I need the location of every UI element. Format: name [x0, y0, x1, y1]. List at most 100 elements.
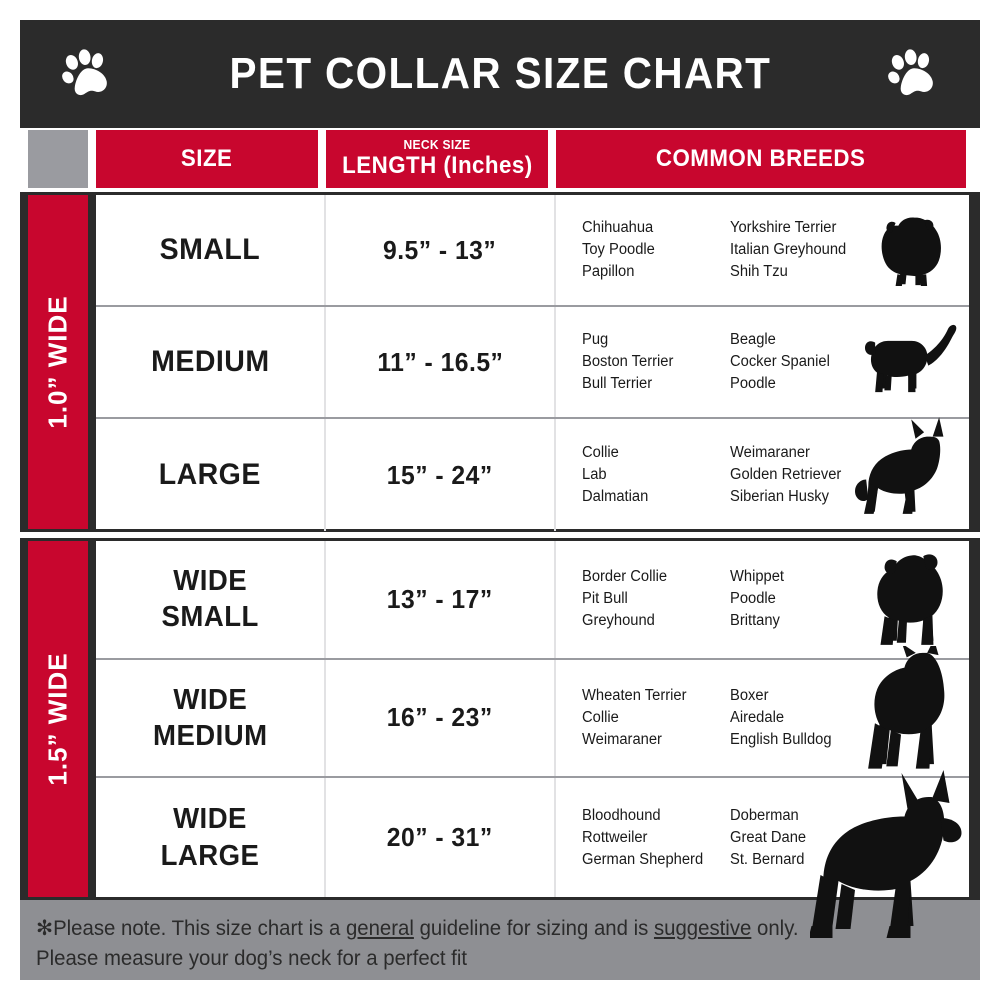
breed-item: Siberian Husky [730, 488, 830, 505]
breed-item: Collie [582, 444, 619, 461]
cell-size: SMALL [96, 195, 326, 305]
breed-item: Great Dane [730, 828, 807, 846]
cell-length: 11” - 16.5” [326, 307, 556, 417]
breed-item: Airedale [730, 708, 785, 726]
breed-item: Shih Tzu [730, 263, 788, 280]
breed-item: Border Collie [582, 568, 668, 586]
footer-underlined-general: general [345, 917, 414, 940]
breeds-column-1: Bloodhound Rottweiler German Shepherd [582, 805, 723, 871]
breed-item: Weimaraner [730, 444, 810, 461]
table-row[interactable]: WIDE MEDIUM 16” - 23” Wheaten Terrier Co… [96, 645, 969, 779]
cell-length: 20” - 31” [326, 778, 556, 897]
pomeranian-silhouette-icon [881, 217, 941, 286]
footer-text-b: guideline for sizing and is [413, 917, 654, 940]
breed-item: Golden Retriever [730, 466, 842, 483]
cell-breeds: Border Collie Pit Bull Greyhound Whippet… [556, 541, 969, 658]
breed-item: Collie [582, 708, 619, 726]
breeds-column-2: Whippet Poodle Brittany [730, 566, 873, 632]
breeds-column-1: Chihuahua Toy Poodle Papillon [582, 217, 723, 283]
size-label: WIDE MEDIUM [152, 683, 268, 752]
breed-item: Chihuahua [582, 219, 654, 236]
breed-item: Rottweiler [582, 828, 648, 846]
breed-item: Greyhound [582, 612, 655, 630]
length-value: 15” - 24” [387, 459, 493, 490]
table-row[interactable]: MEDIUM 11” - 16.5” Pug Boston Terrier Bu… [96, 307, 969, 419]
breed-item: Boston Terrier [582, 353, 674, 370]
breed-item: Beagle [730, 331, 776, 348]
breed-item: Cocker Spaniel [730, 353, 830, 370]
breed-item: German Shepherd [582, 850, 704, 868]
breed-item: Wheaten Terrier [582, 686, 687, 704]
length-value: 16” - 23” [387, 702, 493, 733]
breed-item: Poodle [730, 590, 776, 608]
section-label-1-0-wide: 1.0” WIDE [28, 195, 88, 529]
breed-item: Weimaraner [582, 730, 662, 748]
table-row[interactable]: WIDE LARGE 20” - 31” Bloodhound Rottweil… [96, 778, 969, 897]
section-label-text: 1.0” WIDE [42, 295, 73, 429]
breed-item: Yorkshire Terrier [730, 219, 837, 236]
breed-item: Pug [582, 331, 609, 348]
footer-text-c: only. [751, 917, 799, 940]
cell-breeds: Bloodhound Rottweiler German Shepherd Do… [556, 778, 969, 897]
size-label: MEDIUM [150, 345, 270, 379]
chart-title-bar: PET COLLAR SIZE CHART [20, 20, 980, 128]
table-header-row: SIZE NECK SIZE LENGTH (Inches) COMMON BR… [20, 128, 980, 190]
cell-size: MEDIUM [96, 307, 326, 417]
size-label: SMALL [159, 233, 261, 267]
footer-line-1: ✻Please note. This size chart is a gener… [36, 914, 934, 944]
header-corner-cell [28, 130, 88, 188]
table-row[interactable]: SMALL 9.5” - 13” Chihuahua Toy Poodle Pa… [96, 195, 969, 307]
breed-item: Boxer [730, 686, 769, 704]
section-1-0-wide: 1.0” WIDE SMALL 9.5” - 13” Chihuahua Toy… [20, 192, 980, 532]
cell-length: 16” - 23” [326, 659, 556, 777]
breed-item: English Bulldog [730, 730, 832, 748]
cell-breeds: Collie Lab Dalmatian Weimaraner Golden R… [556, 417, 969, 531]
length-value: 20” - 31” [387, 822, 493, 853]
footer-underlined-suggestive: suggestive [653, 917, 752, 940]
breeds-column-2: Weimaraner Golden Retriever Siberian Hus… [730, 442, 873, 508]
length-value: 11” - 16.5” [376, 346, 504, 377]
breeds-column-2: Beagle Cocker Spaniel Poodle [730, 329, 873, 395]
breed-item: Italian Greyhound [730, 241, 847, 258]
cell-length: 15” - 24” [326, 419, 556, 531]
page-title: PET COLLAR SIZE CHART [229, 49, 771, 98]
breed-item: Lab [582, 466, 607, 483]
table-row[interactable]: LARGE 15” - 24” Collie Lab Dalmatian Wei… [96, 417, 969, 531]
column-header-length: NECK SIZE LENGTH (Inches) [326, 130, 548, 188]
size-label: LARGE [158, 458, 262, 492]
breed-item: Toy Poodle [582, 241, 655, 258]
paw-print-icon [888, 49, 933, 96]
breed-item: Dalmatian [582, 488, 649, 505]
paw-print-icon [62, 49, 107, 96]
breed-item: Poodle [730, 375, 776, 392]
cell-breeds: Chihuahua Toy Poodle Papillon Yorkshire … [556, 195, 969, 305]
section-label-text: 1.5” WIDE [42, 652, 73, 786]
breed-item: Brittany [730, 612, 780, 630]
cell-size: LARGE [96, 419, 326, 531]
cell-size: WIDE MEDIUM [96, 659, 326, 777]
bulldog-silhouette-icon [877, 554, 943, 645]
breeds-column-1: Pug Boston Terrier Bull Terrier [582, 329, 723, 395]
footer-text-a: ✻Please note. This size chart is a [36, 917, 346, 940]
breeds-column-2: Boxer Airedale English Bulldog [730, 685, 873, 751]
breeds-column-1: Collie Lab Dalmatian [582, 442, 723, 508]
breeds-column-1: Wheaten Terrier Collie Weimaraner [582, 685, 723, 751]
breed-item: Doberman [730, 806, 799, 824]
column-header-size: SIZE [96, 130, 318, 188]
length-value: 9.5” - 13” [383, 234, 497, 265]
column-header-size-label: SIZE [181, 145, 233, 172]
footer-note: ✻Please note. This size chart is a gener… [20, 900, 980, 980]
cell-breeds: Pug Boston Terrier Bull Terrier Beagle C… [556, 307, 969, 417]
size-label: WIDE SMALL [161, 565, 259, 634]
footer-line-2: Please measure your dog’s neck for a per… [36, 947, 468, 971]
column-header-breeds-label: COMMON BREEDS [656, 145, 866, 172]
cell-breeds: Wheaten Terrier Collie Weimaraner Boxer … [556, 645, 969, 777]
column-header-length-label: LENGTH (Inches) [341, 152, 533, 179]
cell-length: 13” - 17” [326, 541, 556, 658]
breed-item: St. Bernard [730, 850, 805, 868]
size-table: SIZE NECK SIZE LENGTH (Inches) COMMON BR… [20, 128, 980, 900]
breed-item: Bloodhound [582, 806, 661, 824]
table-row[interactable]: WIDE SMALL 13” - 17” Border Collie Pit B… [96, 541, 969, 660]
length-value: 13” - 17” [387, 583, 493, 614]
